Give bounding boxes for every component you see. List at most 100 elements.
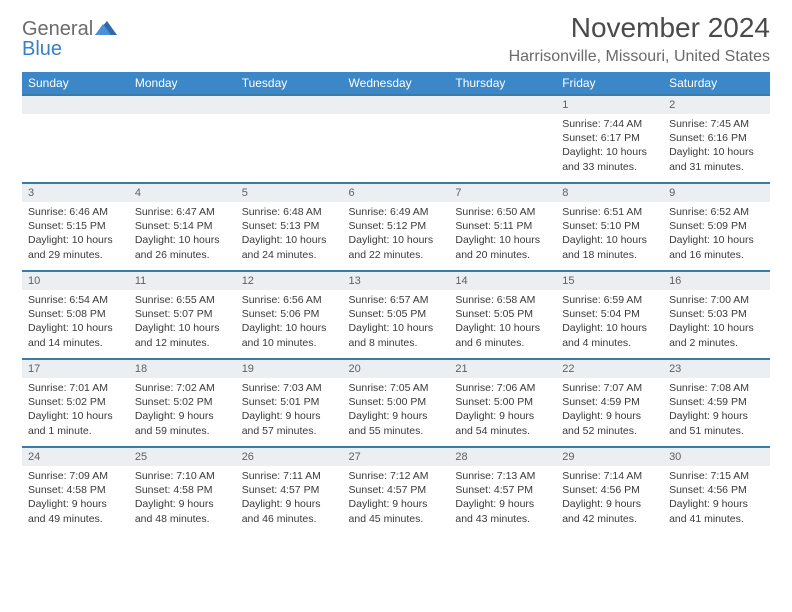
day-details: Sunrise: 7:45 AMSunset: 6:16 PMDaylight:…: [663, 114, 770, 179]
day-number: 13: [343, 272, 450, 290]
day-number: 24: [22, 448, 129, 466]
day-number: 15: [556, 272, 663, 290]
day-number: 1: [556, 96, 663, 114]
day-details: Sunrise: 6:48 AMSunset: 5:13 PMDaylight:…: [236, 202, 343, 267]
calendar-day-cell: [449, 95, 556, 183]
calendar-day-cell: [236, 95, 343, 183]
day-details: Sunrise: 6:57 AMSunset: 5:05 PMDaylight:…: [343, 290, 450, 355]
day-number: 12: [236, 272, 343, 290]
location-subtitle: Harrisonville, Missouri, United States: [509, 48, 770, 66]
day-details: Sunrise: 6:46 AMSunset: 5:15 PMDaylight:…: [22, 202, 129, 267]
day-number: 30: [663, 448, 770, 466]
calendar-day-cell: 8Sunrise: 6:51 AMSunset: 5:10 PMDaylight…: [556, 183, 663, 271]
day-details: Sunrise: 7:15 AMSunset: 4:56 PMDaylight:…: [663, 466, 770, 531]
day-number: [129, 96, 236, 114]
day-number: 14: [449, 272, 556, 290]
day-details: Sunrise: 7:09 AMSunset: 4:58 PMDaylight:…: [22, 466, 129, 531]
weekday-header: Wednesday: [343, 72, 450, 95]
day-number: 22: [556, 360, 663, 378]
day-number: 3: [22, 184, 129, 202]
day-details: Sunrise: 7:00 AMSunset: 5:03 PMDaylight:…: [663, 290, 770, 355]
day-details: Sunrise: 7:01 AMSunset: 5:02 PMDaylight:…: [22, 378, 129, 443]
day-details: Sunrise: 7:02 AMSunset: 5:02 PMDaylight:…: [129, 378, 236, 443]
calendar-day-cell: 2Sunrise: 7:45 AMSunset: 6:16 PMDaylight…: [663, 95, 770, 183]
calendar-table: SundayMondayTuesdayWednesdayThursdayFrid…: [22, 72, 770, 535]
day-number: 16: [663, 272, 770, 290]
calendar-day-cell: 27Sunrise: 7:12 AMSunset: 4:57 PMDayligh…: [343, 447, 450, 535]
day-number: 28: [449, 448, 556, 466]
calendar-day-cell: 5Sunrise: 6:48 AMSunset: 5:13 PMDaylight…: [236, 183, 343, 271]
calendar-header-row: SundayMondayTuesdayWednesdayThursdayFrid…: [22, 72, 770, 95]
logo-text-blue: Blue: [22, 38, 62, 61]
weekday-header: Tuesday: [236, 72, 343, 95]
calendar-day-cell: 14Sunrise: 6:58 AMSunset: 5:05 PMDayligh…: [449, 271, 556, 359]
day-number: [449, 96, 556, 114]
day-number: 10: [22, 272, 129, 290]
day-details: Sunrise: 6:58 AMSunset: 5:05 PMDaylight:…: [449, 290, 556, 355]
calendar-day-cell: 10Sunrise: 6:54 AMSunset: 5:08 PMDayligh…: [22, 271, 129, 359]
calendar-day-cell: 7Sunrise: 6:50 AMSunset: 5:11 PMDaylight…: [449, 183, 556, 271]
calendar-day-cell: 15Sunrise: 6:59 AMSunset: 5:04 PMDayligh…: [556, 271, 663, 359]
calendar-day-cell: 9Sunrise: 6:52 AMSunset: 5:09 PMDaylight…: [663, 183, 770, 271]
day-number: 23: [663, 360, 770, 378]
day-details: Sunrise: 6:49 AMSunset: 5:12 PMDaylight:…: [343, 202, 450, 267]
day-details: Sunrise: 6:47 AMSunset: 5:14 PMDaylight:…: [129, 202, 236, 267]
calendar-day-cell: 19Sunrise: 7:03 AMSunset: 5:01 PMDayligh…: [236, 359, 343, 447]
day-details: Sunrise: 7:08 AMSunset: 4:59 PMDaylight:…: [663, 378, 770, 443]
day-number: 11: [129, 272, 236, 290]
page-title: November 2024: [509, 12, 770, 44]
calendar-day-cell: 3Sunrise: 6:46 AMSunset: 5:15 PMDaylight…: [22, 183, 129, 271]
calendar-day-cell: 22Sunrise: 7:07 AMSunset: 4:59 PMDayligh…: [556, 359, 663, 447]
calendar-week-row: 24Sunrise: 7:09 AMSunset: 4:58 PMDayligh…: [22, 447, 770, 535]
calendar-week-row: 1Sunrise: 7:44 AMSunset: 6:17 PMDaylight…: [22, 95, 770, 183]
calendar-week-row: 3Sunrise: 6:46 AMSunset: 5:15 PMDaylight…: [22, 183, 770, 271]
calendar-day-cell: 30Sunrise: 7:15 AMSunset: 4:56 PMDayligh…: [663, 447, 770, 535]
title-block: November 2024 Harrisonville, Missouri, U…: [509, 12, 770, 66]
day-details: Sunrise: 6:55 AMSunset: 5:07 PMDaylight:…: [129, 290, 236, 355]
day-number: 25: [129, 448, 236, 466]
day-details: Sunrise: 7:10 AMSunset: 4:58 PMDaylight:…: [129, 466, 236, 531]
day-number: 27: [343, 448, 450, 466]
day-number: 18: [129, 360, 236, 378]
calendar-day-cell: 23Sunrise: 7:08 AMSunset: 4:59 PMDayligh…: [663, 359, 770, 447]
day-details: Sunrise: 7:11 AMSunset: 4:57 PMDaylight:…: [236, 466, 343, 531]
day-number: 4: [129, 184, 236, 202]
day-details: Sunrise: 6:54 AMSunset: 5:08 PMDaylight:…: [22, 290, 129, 355]
day-number: 7: [449, 184, 556, 202]
calendar-day-cell: [343, 95, 450, 183]
day-number: [343, 96, 450, 114]
day-details: Sunrise: 6:50 AMSunset: 5:11 PMDaylight:…: [449, 202, 556, 267]
day-number: 2: [663, 96, 770, 114]
calendar-day-cell: 24Sunrise: 7:09 AMSunset: 4:58 PMDayligh…: [22, 447, 129, 535]
day-number: 17: [22, 360, 129, 378]
day-number: 26: [236, 448, 343, 466]
day-details: Sunrise: 7:13 AMSunset: 4:57 PMDaylight:…: [449, 466, 556, 531]
weekday-header: Monday: [129, 72, 236, 95]
day-number: 29: [556, 448, 663, 466]
weekday-header: Friday: [556, 72, 663, 95]
calendar-day-cell: 4Sunrise: 6:47 AMSunset: 5:14 PMDaylight…: [129, 183, 236, 271]
day-number: 19: [236, 360, 343, 378]
calendar-week-row: 10Sunrise: 6:54 AMSunset: 5:08 PMDayligh…: [22, 271, 770, 359]
weekday-header: Sunday: [22, 72, 129, 95]
day-details: Sunrise: 7:44 AMSunset: 6:17 PMDaylight:…: [556, 114, 663, 179]
day-number: 8: [556, 184, 663, 202]
calendar-day-cell: 13Sunrise: 6:57 AMSunset: 5:05 PMDayligh…: [343, 271, 450, 359]
day-number: [22, 96, 129, 114]
day-details: Sunrise: 6:59 AMSunset: 5:04 PMDaylight:…: [556, 290, 663, 355]
calendar-week-row: 17Sunrise: 7:01 AMSunset: 5:02 PMDayligh…: [22, 359, 770, 447]
day-details: Sunrise: 6:56 AMSunset: 5:06 PMDaylight:…: [236, 290, 343, 355]
day-details: Sunrise: 7:06 AMSunset: 5:00 PMDaylight:…: [449, 378, 556, 443]
day-details: Sunrise: 7:03 AMSunset: 5:01 PMDaylight:…: [236, 378, 343, 443]
day-number: 21: [449, 360, 556, 378]
calendar-day-cell: 6Sunrise: 6:49 AMSunset: 5:12 PMDaylight…: [343, 183, 450, 271]
weekday-header: Saturday: [663, 72, 770, 95]
calendar-day-cell: 28Sunrise: 7:13 AMSunset: 4:57 PMDayligh…: [449, 447, 556, 535]
day-details: Sunrise: 7:05 AMSunset: 5:00 PMDaylight:…: [343, 378, 450, 443]
calendar-body: 1Sunrise: 7:44 AMSunset: 6:17 PMDaylight…: [22, 95, 770, 535]
day-details: Sunrise: 6:51 AMSunset: 5:10 PMDaylight:…: [556, 202, 663, 267]
day-details: Sunrise: 7:12 AMSunset: 4:57 PMDaylight:…: [343, 466, 450, 531]
calendar-day-cell: 21Sunrise: 7:06 AMSunset: 5:00 PMDayligh…: [449, 359, 556, 447]
calendar-day-cell: 26Sunrise: 7:11 AMSunset: 4:57 PMDayligh…: [236, 447, 343, 535]
calendar-day-cell: 11Sunrise: 6:55 AMSunset: 5:07 PMDayligh…: [129, 271, 236, 359]
